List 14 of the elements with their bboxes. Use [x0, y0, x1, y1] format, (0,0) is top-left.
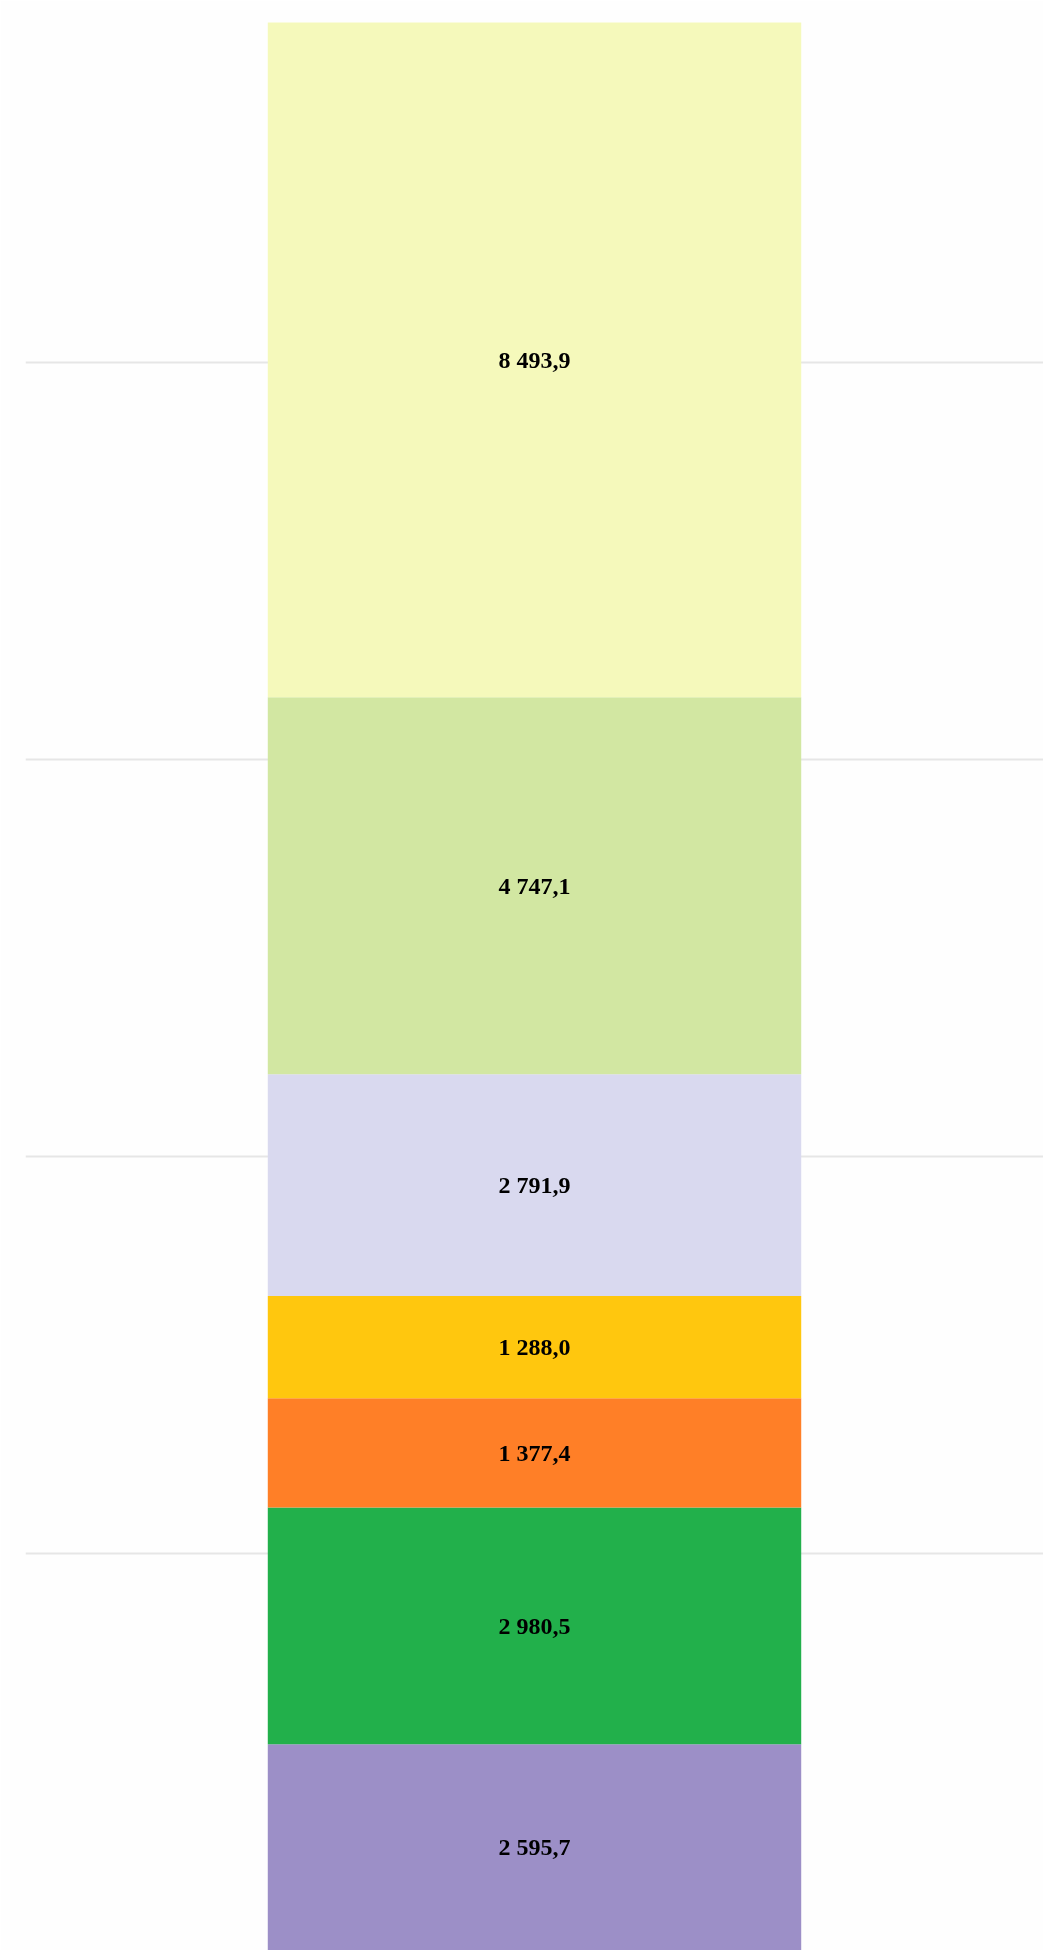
bar [267, 1295, 802, 1399]
bar [267, 1398, 802, 1508]
data-label: 4 747,1 [498, 872, 571, 899]
data-label: 1 377,4 [498, 1439, 571, 1466]
bar [267, 697, 802, 1075]
bar [267, 1507, 802, 1745]
data-label: 2 980,5 [498, 1612, 571, 1639]
data-label: 2 791,9 [498, 1172, 571, 1199]
data-label: 8 493,9 [498, 346, 571, 373]
bar [267, 1744, 802, 1950]
data-label: 1 288,0 [498, 1334, 571, 1361]
bar [267, 1074, 802, 1296]
data-label: 2 595,7 [498, 1834, 571, 1861]
bar [267, 22, 802, 698]
